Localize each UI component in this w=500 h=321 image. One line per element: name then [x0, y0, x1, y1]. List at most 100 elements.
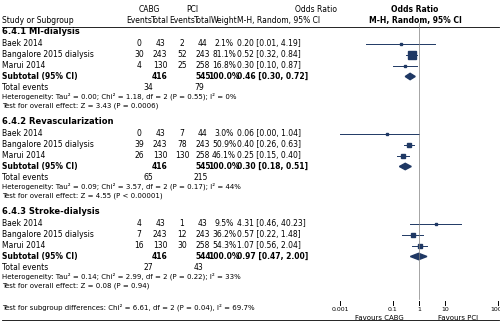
Text: CABG: CABG [138, 4, 160, 13]
Text: 43: 43 [194, 263, 204, 272]
Polygon shape [405, 73, 415, 80]
Text: Test for overall effect: Z = 4.55 (P < 0.00001): Test for overall effect: Z = 4.55 (P < 0… [2, 192, 162, 199]
Text: 43: 43 [155, 129, 165, 138]
Text: 243: 243 [196, 140, 210, 149]
Text: Study or Subgroup: Study or Subgroup [2, 16, 74, 25]
Text: 46.1%: 46.1% [212, 151, 236, 160]
Text: 52: 52 [177, 50, 187, 59]
Text: Bangalore 2015 dialysis: Bangalore 2015 dialysis [2, 230, 94, 239]
Text: 44: 44 [198, 39, 208, 48]
Text: 2: 2 [180, 39, 184, 48]
Text: 79: 79 [194, 82, 204, 91]
Text: 78: 78 [177, 140, 187, 149]
Text: 1: 1 [417, 307, 421, 312]
Text: 27: 27 [143, 263, 152, 272]
Text: Total events: Total events [2, 82, 48, 91]
Text: 44: 44 [198, 129, 208, 138]
Text: M-H, Random, 95% CI: M-H, Random, 95% CI [237, 16, 320, 25]
Text: 130: 130 [153, 61, 167, 70]
Text: 3.0%: 3.0% [214, 129, 234, 138]
Text: 7: 7 [180, 129, 184, 138]
Text: PCI: PCI [186, 4, 198, 13]
Text: 545: 545 [195, 162, 211, 171]
Text: 34: 34 [143, 82, 153, 91]
Text: 16: 16 [134, 241, 144, 250]
Text: 130: 130 [153, 241, 167, 250]
Text: 215: 215 [194, 172, 208, 181]
Text: Total events: Total events [2, 263, 48, 272]
Text: Test for overall effect: Z = 3.43 (P = 0.0006): Test for overall effect: Z = 3.43 (P = 0… [2, 102, 158, 109]
Text: 130: 130 [153, 151, 167, 160]
Text: Subtotal (95% CI): Subtotal (95% CI) [2, 162, 78, 171]
Polygon shape [410, 253, 427, 260]
Text: 258: 258 [196, 61, 210, 70]
Text: Favours PCI: Favours PCI [438, 315, 478, 321]
Text: 258: 258 [196, 241, 210, 250]
Text: 4.31 [0.46, 40.23]: 4.31 [0.46, 40.23] [237, 219, 306, 228]
Text: 0.97 [0.47, 2.00]: 0.97 [0.47, 2.00] [237, 252, 308, 261]
Text: 0.06 [0.00, 1.04]: 0.06 [0.00, 1.04] [237, 129, 301, 138]
Text: 6.4.2 Revascularization: 6.4.2 Revascularization [2, 117, 114, 126]
Text: Bangalore 2015 dialysis: Bangalore 2015 dialysis [2, 50, 94, 59]
Text: 1.07 [0.56, 2.04]: 1.07 [0.56, 2.04] [237, 241, 301, 250]
Text: 544: 544 [195, 252, 211, 261]
Text: M-H, Random, 95% CI: M-H, Random, 95% CI [368, 16, 462, 25]
Text: 0.46 [0.30, 0.72]: 0.46 [0.30, 0.72] [237, 72, 308, 81]
Text: 0.25 [0.15, 0.40]: 0.25 [0.15, 0.40] [237, 151, 301, 160]
Text: Heterogeneity: Tau² = 0.14; Chi² = 2.99, df = 2 (P = 0.22); I² = 33%: Heterogeneity: Tau² = 0.14; Chi² = 2.99,… [2, 273, 241, 280]
Text: 4: 4 [136, 61, 141, 70]
Text: 243: 243 [196, 50, 210, 59]
Text: 43: 43 [155, 219, 165, 228]
Text: 243: 243 [153, 230, 167, 239]
Text: 26: 26 [134, 151, 144, 160]
Text: Marui 2014: Marui 2014 [2, 61, 46, 70]
Text: 416: 416 [152, 72, 168, 81]
Text: 9.5%: 9.5% [214, 219, 234, 228]
Text: 258: 258 [196, 151, 210, 160]
Text: 6.4.1 MI-dialysis: 6.4.1 MI-dialysis [2, 28, 80, 37]
Text: 0.40 [0.26, 0.63]: 0.40 [0.26, 0.63] [237, 140, 301, 149]
Text: Weight: Weight [210, 16, 238, 25]
Text: Subtotal (95% CI): Subtotal (95% CI) [2, 252, 78, 261]
Text: Events: Events [169, 16, 195, 25]
Text: 25: 25 [177, 61, 187, 70]
Text: Baek 2014: Baek 2014 [2, 39, 42, 48]
Text: 416: 416 [152, 252, 168, 261]
Text: 0.30 [0.10, 0.87]: 0.30 [0.10, 0.87] [237, 61, 301, 70]
Text: Odds Ratio: Odds Ratio [295, 4, 337, 13]
Text: 243: 243 [196, 230, 210, 239]
Text: 30: 30 [134, 50, 144, 59]
Text: 0.57 [0.22, 1.48]: 0.57 [0.22, 1.48] [237, 230, 300, 239]
Text: Baek 2014: Baek 2014 [2, 129, 42, 138]
Text: Subtotal (95% CI): Subtotal (95% CI) [2, 72, 78, 81]
Text: 1: 1 [180, 219, 184, 228]
Text: 65: 65 [143, 172, 153, 181]
Text: 0: 0 [136, 39, 141, 48]
Text: 10: 10 [442, 307, 449, 312]
Text: 0.20 [0.01, 4.19]: 0.20 [0.01, 4.19] [237, 39, 301, 48]
Text: 100.0%: 100.0% [208, 162, 240, 171]
Text: Marui 2014: Marui 2014 [2, 241, 46, 250]
Text: Heterogeneity: Tau² = 0.00; Chi² = 1.18, df = 2 (P = 0.55); I² = 0%: Heterogeneity: Tau² = 0.00; Chi² = 1.18,… [2, 93, 236, 100]
Text: 43: 43 [155, 39, 165, 48]
Text: Marui 2014: Marui 2014 [2, 151, 46, 160]
Text: 36.2%: 36.2% [212, 230, 236, 239]
Text: 4: 4 [136, 219, 141, 228]
Text: 0.001: 0.001 [331, 307, 349, 312]
Text: Baek 2014: Baek 2014 [2, 219, 42, 228]
Text: Odds Ratio: Odds Ratio [392, 4, 438, 13]
Text: 1000: 1000 [490, 307, 500, 312]
Text: 243: 243 [153, 140, 167, 149]
Text: 16.8%: 16.8% [212, 61, 236, 70]
Text: Bangalore 2015 dialysis: Bangalore 2015 dialysis [2, 140, 94, 149]
Text: 81.1%: 81.1% [212, 50, 236, 59]
Text: 130: 130 [175, 151, 189, 160]
Text: 54.3%: 54.3% [212, 241, 236, 250]
Text: 243: 243 [153, 50, 167, 59]
Polygon shape [400, 163, 411, 170]
Text: 0.52 [0.32, 0.84]: 0.52 [0.32, 0.84] [237, 50, 301, 59]
Text: Test for subgroup differences: Chi² = 6.61, df = 2 (P = 0.04), I² = 69.7%: Test for subgroup differences: Chi² = 6.… [2, 303, 254, 311]
Text: Total: Total [151, 16, 169, 25]
Text: Test for overall effect: Z = 0.08 (P = 0.94): Test for overall effect: Z = 0.08 (P = 0… [2, 282, 150, 289]
Text: 0: 0 [136, 129, 141, 138]
